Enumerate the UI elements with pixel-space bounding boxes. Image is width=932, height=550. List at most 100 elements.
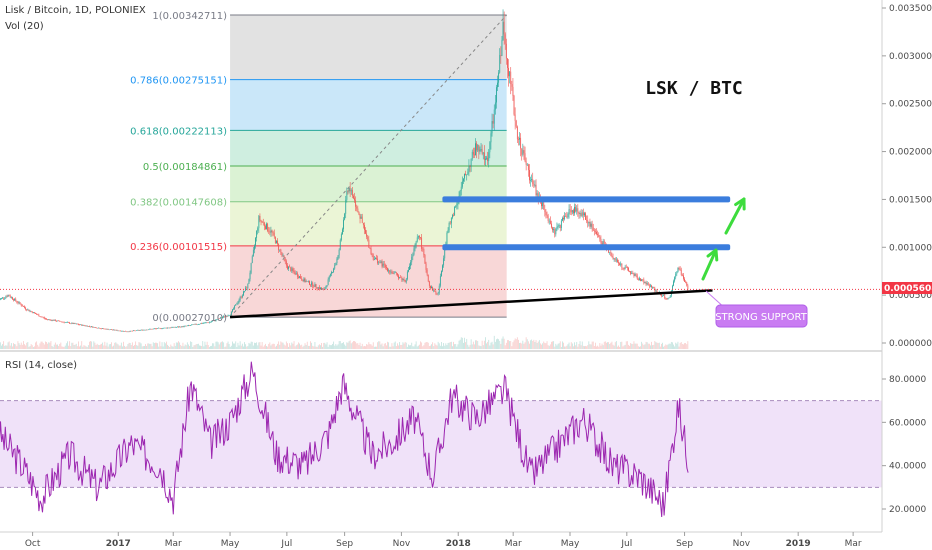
volume-bar	[463, 342, 464, 349]
volume-bar	[515, 339, 517, 349]
candle-body	[251, 256, 253, 264]
time-tick-label: Sep	[676, 539, 693, 549]
strong-support-callout[interactable]: STRONG SUPPORT	[705, 290, 808, 328]
volume-bar	[617, 346, 618, 349]
volume-bar	[450, 341, 452, 349]
volume-bar	[455, 344, 457, 349]
volume-bar	[130, 345, 132, 349]
volume-bar	[54, 342, 56, 349]
candle-body	[406, 271, 408, 279]
volume-bar	[206, 341, 208, 349]
candle-body	[354, 198, 355, 201]
candle-body	[391, 271, 393, 274]
candle-body	[622, 267, 624, 269]
volume-bar	[399, 342, 401, 349]
volume-bar	[493, 335, 495, 349]
volume-bar	[74, 344, 76, 349]
volume-bar	[134, 344, 135, 349]
volume-bar	[612, 344, 614, 349]
volume-bar	[6, 345, 8, 349]
candle-body	[617, 259, 618, 263]
volume-bar	[194, 345, 196, 349]
pair-title: LSK / BTC	[645, 78, 743, 99]
fib-trend-line[interactable]	[229, 14, 508, 318]
volume-bar	[390, 346, 392, 349]
candle-body	[12, 297, 13, 300]
volume-bar	[139, 342, 141, 349]
candle-body	[674, 277, 676, 282]
resistance-band[interactable]	[442, 244, 731, 251]
candle-body	[536, 193, 538, 196]
volume-bar	[255, 343, 256, 349]
volume-bar	[178, 341, 179, 349]
volume-bar	[351, 342, 353, 349]
candle-body	[359, 214, 361, 219]
candle-body	[259, 216, 261, 221]
volume-bar	[679, 342, 681, 349]
candle-body	[170, 327, 172, 329]
bullish-arrows[interactable]	[701, 197, 746, 281]
candle-body	[575, 207, 577, 212]
resistance-bands[interactable]	[442, 196, 731, 251]
candle-body	[307, 280, 309, 282]
volume-bar	[179, 342, 181, 349]
candle-body	[40, 316, 42, 318]
candle-body	[362, 223, 364, 226]
volume-bar	[529, 343, 530, 349]
candle-body	[254, 245, 255, 250]
volume-bar	[288, 346, 289, 349]
candle-body	[431, 286, 432, 289]
candle-body	[677, 267, 679, 273]
volume-bar	[417, 345, 419, 349]
candle-body	[146, 329, 148, 331]
candle-body	[85, 325, 87, 327]
volume-bar	[86, 346, 88, 349]
volume-bar	[12, 346, 13, 349]
candle-body	[95, 327, 97, 328]
candle-body	[41, 316, 43, 318]
candle-body	[504, 34, 506, 44]
candle-body	[637, 279, 639, 280]
volume-bar	[311, 342, 313, 349]
fib-level-label: 1(0.00342711)	[152, 11, 227, 22]
volume-bar	[592, 341, 594, 349]
candle-body	[390, 271, 392, 273]
volume-bar	[600, 345, 602, 349]
candle-body	[202, 323, 204, 324]
volume-bar	[358, 345, 360, 349]
volume-bar	[81, 341, 83, 349]
volume-bar	[447, 342, 449, 349]
fibonacci-retracement[interactable]	[230, 14, 507, 318]
volume-bar	[555, 343, 557, 349]
price-axis[interactable]: 0.00350000 0.00300000 0.00250000 0.00200000…	[882, 4, 932, 349]
volume-bar	[257, 345, 259, 349]
resistance-band[interactable]	[442, 196, 731, 203]
support-trendline[interactable]	[229, 289, 713, 319]
candle-body	[83, 324, 85, 326]
candle-body	[177, 326, 178, 328]
candle-body	[158, 327, 160, 329]
candle-body	[140, 329, 142, 331]
volume-bar	[310, 341, 311, 349]
volume-bar	[184, 344, 186, 349]
time-tick-label: Mar	[845, 539, 862, 549]
volume-bar	[576, 341, 578, 349]
time-axis[interactable]: Oct 2017 Mar May Jul Sep Nov 2018 Mar May Jul Sep No…	[25, 532, 862, 549]
candle-body	[18, 302, 20, 304]
candle-body	[326, 285, 328, 287]
candle-body	[14, 298, 16, 301]
candle-body	[551, 223, 552, 228]
volume-bar	[653, 344, 655, 349]
volume-bar	[123, 341, 124, 349]
volume-bar	[247, 346, 249, 349]
candle-body	[641, 279, 643, 282]
rsi-axis[interactable]: 80.0000 60.0000 40.0000 20.0000	[882, 375, 926, 515]
candle-body	[355, 200, 357, 207]
candle-body	[93, 327, 95, 328]
volume-bar	[491, 341, 493, 349]
volume-bar	[151, 346, 153, 349]
candle-body	[365, 229, 366, 234]
volume-bar	[215, 341, 217, 349]
candle-body	[65, 322, 67, 323]
